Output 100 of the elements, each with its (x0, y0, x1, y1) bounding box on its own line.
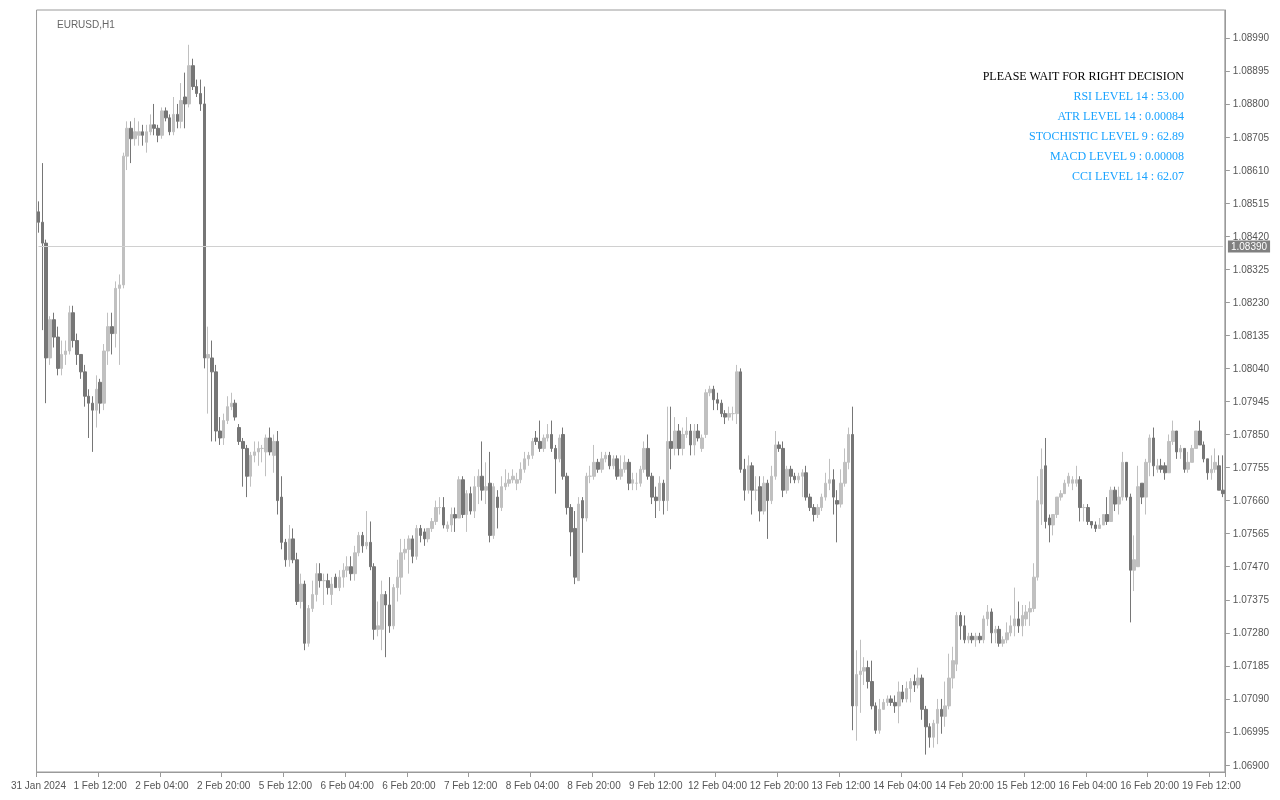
candlestick (1017, 601, 1020, 634)
candlestick (507, 472, 511, 488)
candlestick (1175, 430, 1178, 460)
candlestick (95, 374, 98, 429)
text: EURUSD,H1 (57, 18, 116, 30)
candlestick (492, 482, 495, 540)
candlestick (997, 625, 1001, 648)
candlestick (264, 433, 268, 477)
candlestick (735, 364, 739, 425)
candlestick (133, 117, 137, 147)
candlestick (762, 475, 766, 516)
y-tick-label: 1.07945 (1232, 395, 1270, 407)
candlestick (160, 106, 164, 140)
candlestick (673, 416, 677, 456)
annotation: PLEASE WAIT FOR RIGHT DECISION (982, 69, 1185, 83)
candlestick (141, 124, 144, 147)
candlestick (658, 475, 661, 512)
annotation: MACD LEVEL 9 : 0.00008 (1050, 149, 1184, 163)
candlestick (754, 475, 758, 502)
candlestick (619, 454, 623, 481)
candlestick (913, 674, 916, 693)
candlestick (1183, 447, 1186, 474)
candlestick (936, 698, 939, 745)
candlestick (318, 562, 322, 589)
candlestick (712, 385, 715, 411)
candlestick (662, 479, 665, 516)
candlestick (963, 614, 966, 644)
candlestick (496, 489, 499, 529)
y-tick-label: 1.08040 (1232, 362, 1270, 374)
x-tick-label: 14 Feb 04:00 (873, 779, 933, 791)
candlestick (450, 507, 453, 533)
candlestick (781, 440, 785, 498)
candlestick (322, 573, 326, 606)
y-tick-label: 1.07090 (1232, 693, 1270, 705)
candlestick (897, 681, 901, 724)
candlestick (415, 524, 418, 561)
y-tick-label: 1.08895 (1232, 65, 1270, 77)
candlestick (600, 451, 604, 474)
y-tick-label: 1.08515 (1232, 197, 1270, 209)
candlestick (878, 698, 881, 735)
x-tick-label: 7 Feb 12:00 (443, 779, 498, 791)
ref-line-label: 1.08390 (1230, 241, 1268, 253)
candlestick (766, 479, 769, 540)
x-tick-label: 2 Feb 04:00 (135, 779, 190, 791)
candlestick (581, 496, 584, 554)
x-tick-label: 8 Feb 04:00 (505, 779, 560, 791)
candlestick (785, 465, 789, 495)
candlestick (210, 340, 214, 442)
candlestick (959, 611, 962, 641)
candlestick (615, 454, 619, 481)
candlestick (288, 524, 291, 568)
candlestick (1086, 503, 1090, 526)
y-tick-label: 1.08610 (1232, 164, 1270, 176)
candlestick (596, 458, 600, 474)
candlestick (257, 440, 260, 467)
candlestick (361, 531, 364, 554)
candlestick (592, 444, 596, 481)
candlestick (303, 580, 306, 651)
candlestick (577, 496, 580, 582)
candlestick (612, 454, 615, 470)
candlestick (407, 534, 411, 575)
candlestick (268, 427, 272, 456)
y-tick-label: 1.08325 (1232, 263, 1270, 275)
x-tick-label: 15 Feb 12:00 (996, 779, 1057, 791)
candlestick (851, 406, 854, 731)
candlestick (994, 625, 997, 644)
y-tick-label: 1.08420 (1232, 230, 1270, 242)
candlestick (60, 340, 63, 376)
candlestick (689, 423, 692, 456)
candlestick (693, 423, 696, 456)
candlestick (183, 72, 187, 129)
candlestick (48, 315, 52, 366)
y-tick-label: 1.07850 (1232, 428, 1270, 440)
candlestick (206, 326, 210, 415)
x-tick-label: 8 Feb 20:00 (567, 779, 622, 791)
candlestick (801, 468, 804, 498)
candlestick (187, 44, 191, 108)
candlestick (1013, 587, 1016, 637)
candlestick (488, 451, 492, 543)
candlestick (886, 694, 889, 707)
x-tick-label: 14 Feb 20:00 (934, 779, 995, 791)
candlestick (176, 103, 179, 129)
candlestick (326, 573, 330, 596)
candlestick (909, 677, 912, 703)
x-tick-label: 2 Feb 20:00 (196, 779, 251, 791)
candlestick (970, 632, 974, 644)
candlestick (380, 580, 384, 651)
candlestick (411, 534, 414, 564)
candlestick (334, 573, 337, 589)
candlestick (1156, 458, 1159, 474)
candlestick (901, 684, 904, 703)
candlestick (1109, 486, 1113, 522)
y-tick-label: 1.07280 (1232, 627, 1270, 639)
candlestick (172, 96, 175, 136)
annotation: STOCHISTIC LEVEL 9 : 62.89 (1029, 129, 1184, 143)
candlestick (1152, 427, 1155, 477)
candlestick (893, 694, 897, 714)
candlestick (419, 524, 422, 543)
candlestick (442, 496, 445, 529)
candlestick (465, 489, 468, 533)
